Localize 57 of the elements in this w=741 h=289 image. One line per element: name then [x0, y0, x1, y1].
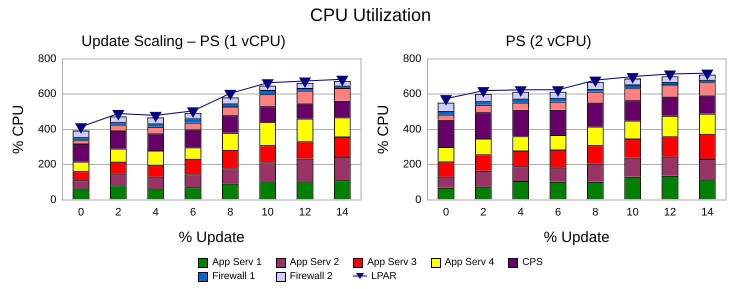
- y-tick-label: 400: [402, 123, 421, 136]
- point: [626, 73, 638, 84]
- x-tick-label: 12: [663, 206, 676, 218]
- y-tick-label: 800: [37, 53, 56, 66]
- x-tick-label: 4: [152, 206, 158, 218]
- point: [298, 78, 310, 88]
- point: [336, 76, 348, 86]
- legend-label: CPS: [522, 257, 543, 268]
- point: [514, 86, 526, 96]
- point: [440, 95, 452, 106]
- x-tick-label: 0: [77, 206, 84, 218]
- x-tick-label: 2: [480, 206, 486, 218]
- x-tick-label: 12: [298, 206, 311, 218]
- x-tick-label: 6: [554, 206, 561, 218]
- point: [112, 110, 124, 120]
- legend-label: App Serv 1: [212, 257, 262, 268]
- y-tick-label: 0: [414, 194, 421, 206]
- point: [261, 79, 273, 90]
- legend-label: Firewall 1: [212, 271, 256, 282]
- point: [224, 90, 236, 100]
- y-tick-label: 200: [402, 158, 421, 171]
- y-tick-label: 800: [402, 53, 421, 66]
- y-tick-label: 0: [50, 194, 56, 206]
- chart-title: CPU Utilization: [308, 4, 432, 27]
- y-tick-label: 600: [402, 88, 421, 100]
- legend-label: App Serv 4: [444, 257, 494, 268]
- legend-label: LPAR: [371, 271, 397, 282]
- y-tick-label: 600: [37, 88, 56, 100]
- point: [552, 86, 564, 96]
- x-tick-label: 8: [226, 206, 233, 218]
- x-tick-label: 14: [336, 206, 348, 218]
- point: [74, 123, 86, 134]
- point: [477, 87, 489, 98]
- x-tick-label: 2: [114, 206, 121, 218]
- x-tick-label: 10: [626, 206, 638, 218]
- y-axis-title: % CPU: [10, 104, 27, 154]
- legend-label: Firewall 2: [290, 271, 333, 282]
- chart-subtitle: Update Scaling – PS (1 vCPU): [80, 33, 286, 50]
- point: [589, 76, 601, 87]
- point: [664, 70, 676, 80]
- chart-subtitle: PS (2 vCPU): [505, 33, 591, 50]
- legend-label: App Serv 3: [367, 257, 417, 268]
- x-axis-title: % Update: [543, 229, 610, 246]
- x-tick-label: 4: [517, 206, 524, 218]
- point: [186, 107, 198, 118]
- x-tick-label: 6: [189, 206, 196, 218]
- x-tick-label: 0: [442, 206, 449, 218]
- point: [701, 70, 713, 80]
- x-tick-label: 14: [700, 206, 713, 218]
- legend-label: App Serv 2: [290, 257, 340, 268]
- y-tick-label: 200: [37, 158, 56, 171]
- x-axis-title: % Update: [178, 229, 244, 246]
- x-tick-label: 8: [592, 206, 598, 218]
- point: [149, 112, 161, 122]
- y-tick-label: 400: [37, 123, 56, 136]
- x-tick-label: 10: [261, 206, 274, 218]
- y-axis-title: % CPU: [374, 104, 392, 154]
